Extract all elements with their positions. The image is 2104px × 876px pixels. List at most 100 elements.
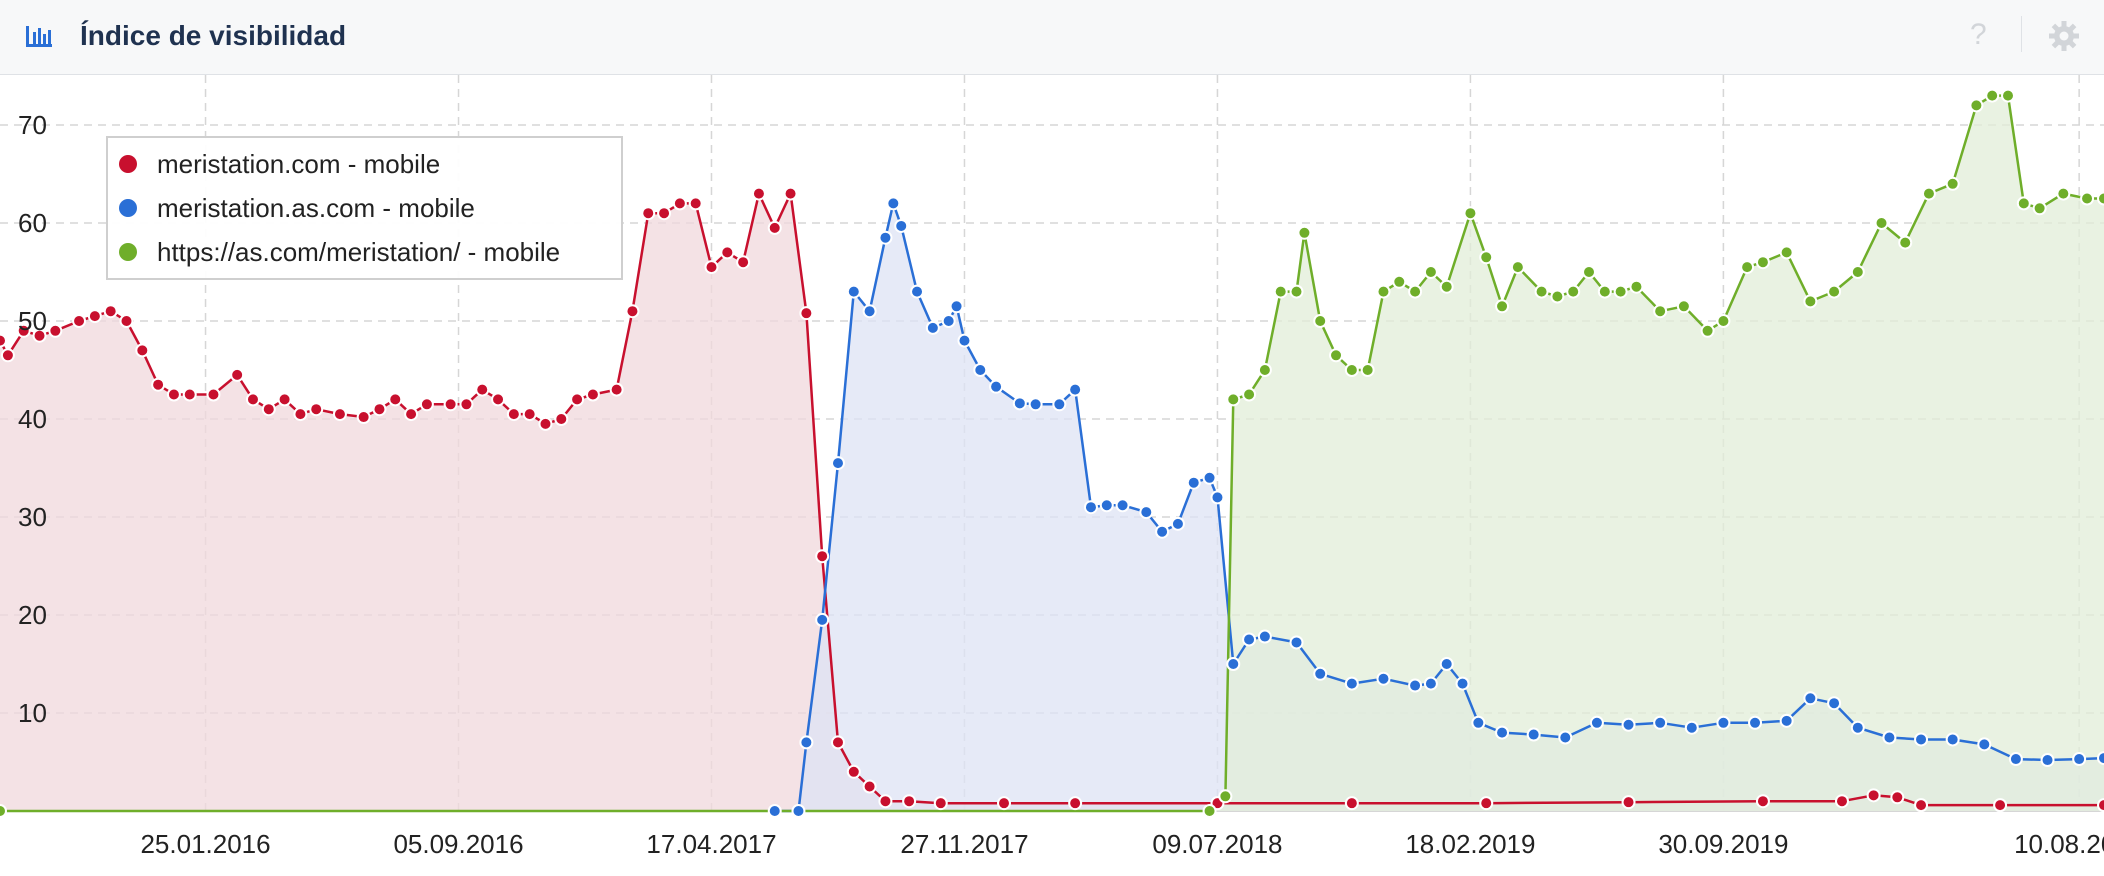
data-point (1186, 475, 1201, 490)
data-point (2097, 798, 2104, 813)
data-point (1439, 657, 1454, 671)
y-axis-ticks: 10 20 30 40 50 60 70 (18, 110, 47, 728)
legend-label: meristation.as.com - mobile (157, 193, 475, 223)
legend-box (106, 136, 623, 280)
data-point (1479, 796, 1494, 811)
data-points (0, 88, 2104, 818)
data-point (151, 377, 166, 392)
data-point (1313, 314, 1328, 328)
data-point (989, 379, 1004, 394)
data-point (1621, 717, 1636, 732)
data-point (1866, 788, 1881, 803)
data-point (1376, 671, 1391, 686)
data-point (1068, 382, 1083, 397)
data-point (1914, 798, 1929, 813)
data-point (332, 407, 347, 422)
data-point (767, 804, 782, 818)
x-tick-label: 18.02.2019 (1405, 829, 1535, 859)
x-tick-label: 27.11.2017 (900, 829, 1028, 859)
data-point (1977, 737, 1992, 752)
gear-icon[interactable] (2048, 20, 2080, 52)
data-point (1716, 715, 1731, 730)
data-point (1463, 206, 1478, 221)
legend-marker (119, 199, 137, 217)
data-point (570, 392, 585, 407)
data-point (846, 764, 861, 779)
data-point (1803, 691, 1818, 706)
data-point (1226, 657, 1241, 671)
data-point (459, 397, 474, 412)
data-point (1827, 284, 1842, 299)
data-point (1945, 732, 1960, 747)
data-point (1755, 794, 1770, 809)
data-point (1526, 727, 1541, 742)
data-point (1210, 490, 1225, 505)
data-point (2008, 752, 2023, 767)
data-point (2097, 751, 2104, 766)
data-point (799, 735, 814, 750)
data-point (720, 245, 735, 260)
data-point (1344, 796, 1359, 811)
data-point (1423, 265, 1438, 279)
data-point (1289, 635, 1304, 650)
data-point (609, 382, 624, 397)
data-point (925, 320, 940, 335)
y-tick-label: 60 (18, 208, 47, 238)
data-point (846, 284, 861, 299)
data-point (910, 284, 925, 299)
data-point (1921, 186, 1936, 201)
data-point (1882, 730, 1897, 745)
data-point (1629, 279, 1644, 294)
data-point (1455, 676, 1470, 691)
data-point (830, 735, 845, 750)
data-point (182, 387, 197, 402)
data-point (941, 314, 956, 328)
data-point (87, 309, 102, 324)
visibility-chart: 10 20 30 40 50 60 70 25.01.2016 05.09.2016 17.04… (0, 75, 2104, 859)
data-point (1218, 789, 1233, 804)
data-point (783, 186, 798, 201)
data-point (1392, 274, 1407, 289)
data-point (2001, 88, 2016, 103)
data-point (1700, 323, 1715, 338)
data-point (388, 392, 403, 407)
data-point (2032, 201, 2047, 216)
data-point (1495, 299, 1510, 314)
data-point (166, 387, 181, 402)
data-point (1083, 500, 1098, 515)
data-point (1313, 666, 1328, 681)
data-point (878, 230, 893, 245)
data-point (0, 804, 7, 818)
data-point (1028, 397, 1043, 412)
data-point (1115, 498, 1130, 513)
legend: meristation.com - mobile meristation.as.c… (106, 136, 623, 280)
data-point (933, 796, 948, 811)
data-point (1890, 790, 1905, 805)
data-point (103, 304, 118, 319)
series-area (774, 203, 2104, 811)
data-point (309, 402, 324, 417)
x-tick-label: 05.09.2016 (393, 829, 523, 859)
data-point (585, 387, 600, 402)
help-icon[interactable]: ? (1970, 18, 1987, 51)
data-point (506, 407, 521, 422)
data-point (1566, 284, 1581, 299)
data-point (1755, 255, 1770, 270)
x-axis-ticks: 25.01.2016 05.09.2016 17.04.2017 27.11.2017… (140, 829, 2104, 859)
data-point (277, 392, 292, 407)
data-point (1012, 396, 1027, 411)
data-point (1874, 216, 1889, 230)
data-point (293, 407, 308, 422)
data-point (997, 796, 1012, 811)
data-point (356, 410, 371, 425)
data-point (1242, 387, 1257, 402)
data-point (1827, 696, 1842, 711)
data-point (815, 549, 830, 564)
data-point (672, 196, 687, 211)
data-point (1408, 284, 1423, 299)
x-tick-label: 30.09.2019 (1658, 829, 1788, 859)
data-point (815, 612, 830, 627)
panel-header: Índice de visibilidad ? (0, 0, 2104, 75)
data-point (894, 218, 909, 233)
data-point (1289, 284, 1304, 299)
